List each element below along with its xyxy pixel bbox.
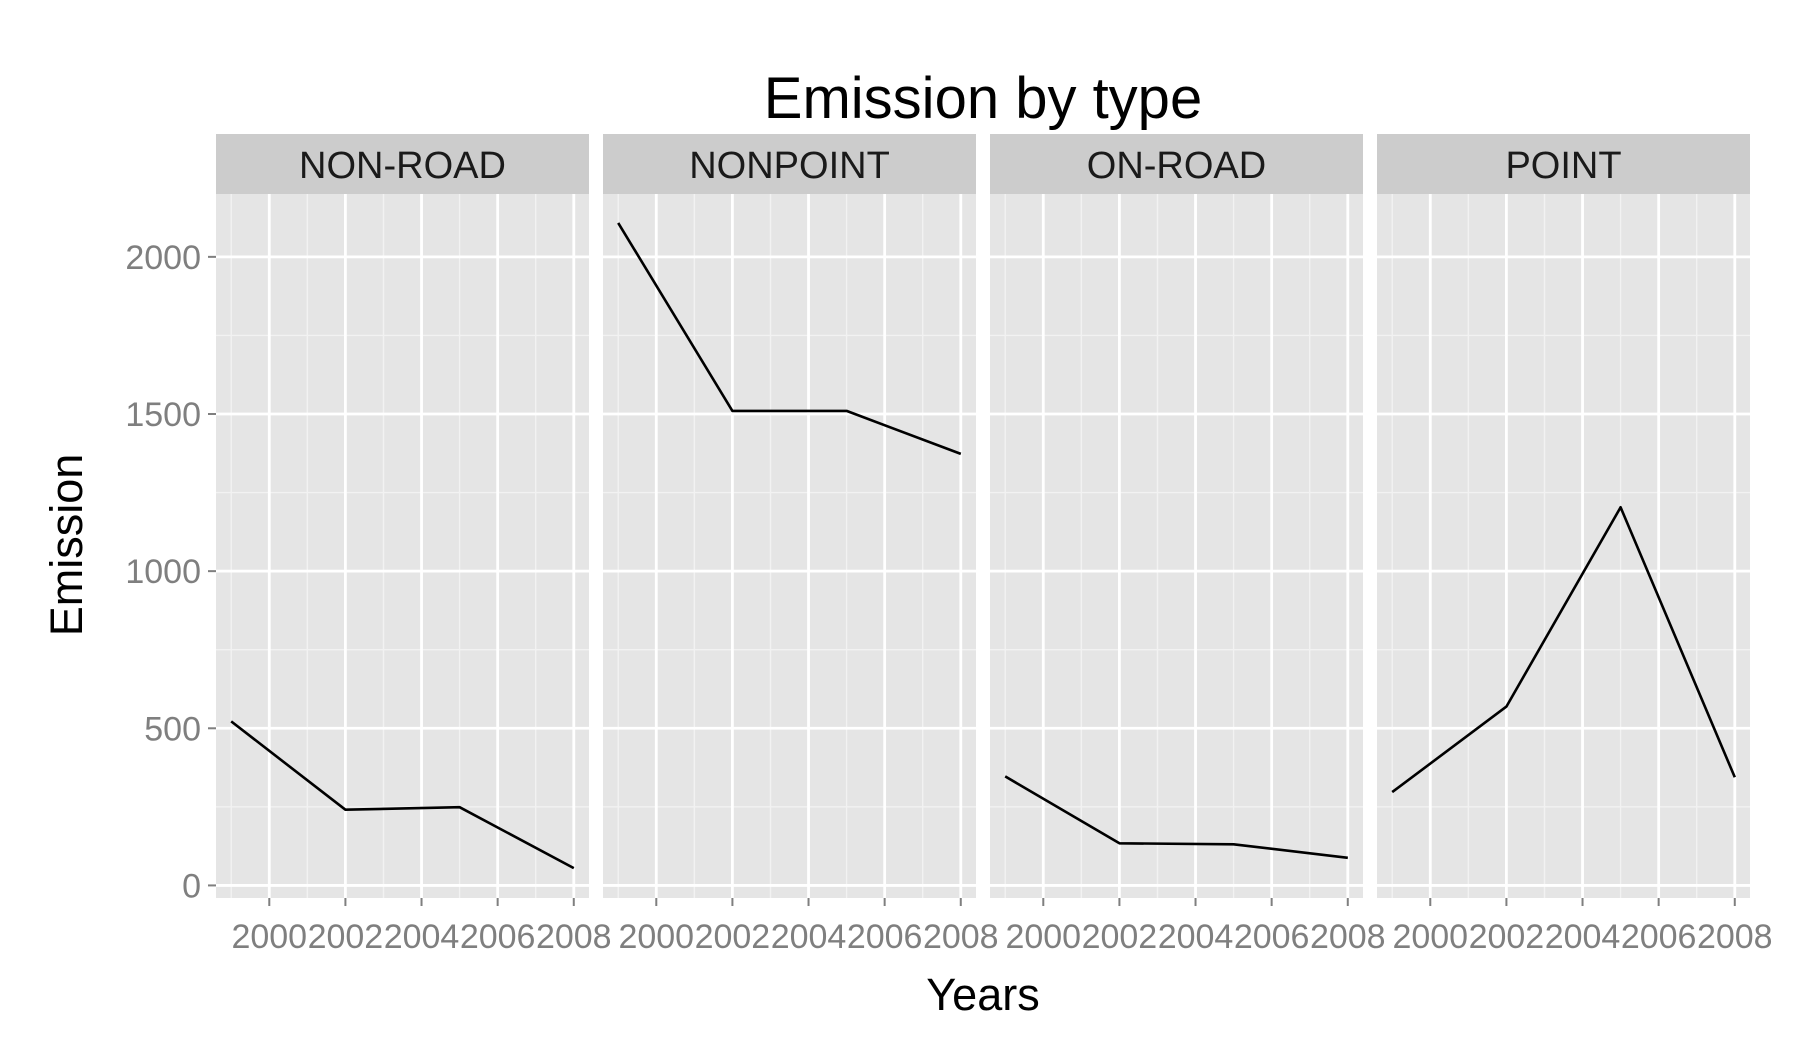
x-tick-label: 2000 bbox=[1392, 918, 1468, 956]
x-tick-label: 2002 bbox=[695, 918, 771, 956]
y-tick-label: 500 bbox=[144, 710, 201, 748]
x-tick-label: 2002 bbox=[1469, 918, 1545, 956]
x-tick-label: 2002 bbox=[308, 918, 384, 956]
x-tick-label: 2006 bbox=[847, 918, 923, 956]
facet-label: ON-ROAD bbox=[1087, 145, 1266, 187]
chart-title: Emission by type bbox=[764, 66, 1202, 131]
series-line bbox=[1391, 505, 1736, 794]
facet-label: POINT bbox=[1505, 145, 1621, 187]
x-tick-label: 2004 bbox=[384, 918, 460, 956]
x-tick-label: 2004 bbox=[771, 918, 847, 956]
x-tick-label: 2002 bbox=[1082, 918, 1158, 956]
y-axis-title: Emission bbox=[41, 454, 92, 637]
x-axis-title: Years bbox=[926, 969, 1039, 1020]
x-tick-label: 2008 bbox=[536, 918, 612, 956]
facet-strip bbox=[1377, 134, 1750, 194]
x-tick-label: 2006 bbox=[460, 918, 536, 956]
y-tick-label: 1000 bbox=[125, 553, 201, 591]
facet-panel: POINT 2000 2002 2004 2006 2008 bbox=[1377, 134, 1773, 956]
x-tick-label: 2004 bbox=[1545, 918, 1621, 956]
series-line bbox=[617, 222, 962, 456]
y-axis: 0 500 1000 1500 2000 bbox=[125, 239, 216, 905]
series-line bbox=[230, 720, 575, 870]
facet-label: NON-ROAD bbox=[299, 145, 506, 187]
y-tick-label: 2000 bbox=[125, 239, 201, 277]
facet-panel: ON-ROAD 2000 2002 2004 2006 2008 bbox=[990, 134, 1386, 956]
facet-strip bbox=[216, 134, 589, 194]
panel-background bbox=[603, 194, 976, 898]
facet-panel: NONPOINT 2000 2002 2004 2006 2008 bbox=[603, 134, 999, 956]
y-tick-label: 0 bbox=[182, 867, 201, 905]
facet-label: NONPOINT bbox=[689, 145, 890, 187]
facet-strip bbox=[990, 134, 1363, 194]
x-tick-label: 2000 bbox=[1005, 918, 1081, 956]
x-tick-label: 2000 bbox=[618, 918, 694, 956]
x-tick-label: 2006 bbox=[1234, 918, 1310, 956]
x-tick-label: 2006 bbox=[1621, 918, 1697, 956]
panel-background bbox=[216, 194, 589, 898]
panel-background bbox=[990, 194, 1363, 898]
x-tick-label: 2008 bbox=[1310, 918, 1386, 956]
x-tick-label: 2008 bbox=[923, 918, 999, 956]
panel-background bbox=[1377, 194, 1750, 898]
x-tick-label: 2000 bbox=[231, 918, 307, 956]
x-tick-label: 2004 bbox=[1158, 918, 1234, 956]
facet-strip bbox=[603, 134, 976, 194]
facet-panel: NON-ROAD 2000 2002 2004 2006 2008 bbox=[216, 134, 612, 956]
series-line bbox=[1004, 775, 1348, 860]
x-tick-label: 2008 bbox=[1697, 918, 1773, 956]
y-tick-label: 1500 bbox=[125, 396, 201, 434]
